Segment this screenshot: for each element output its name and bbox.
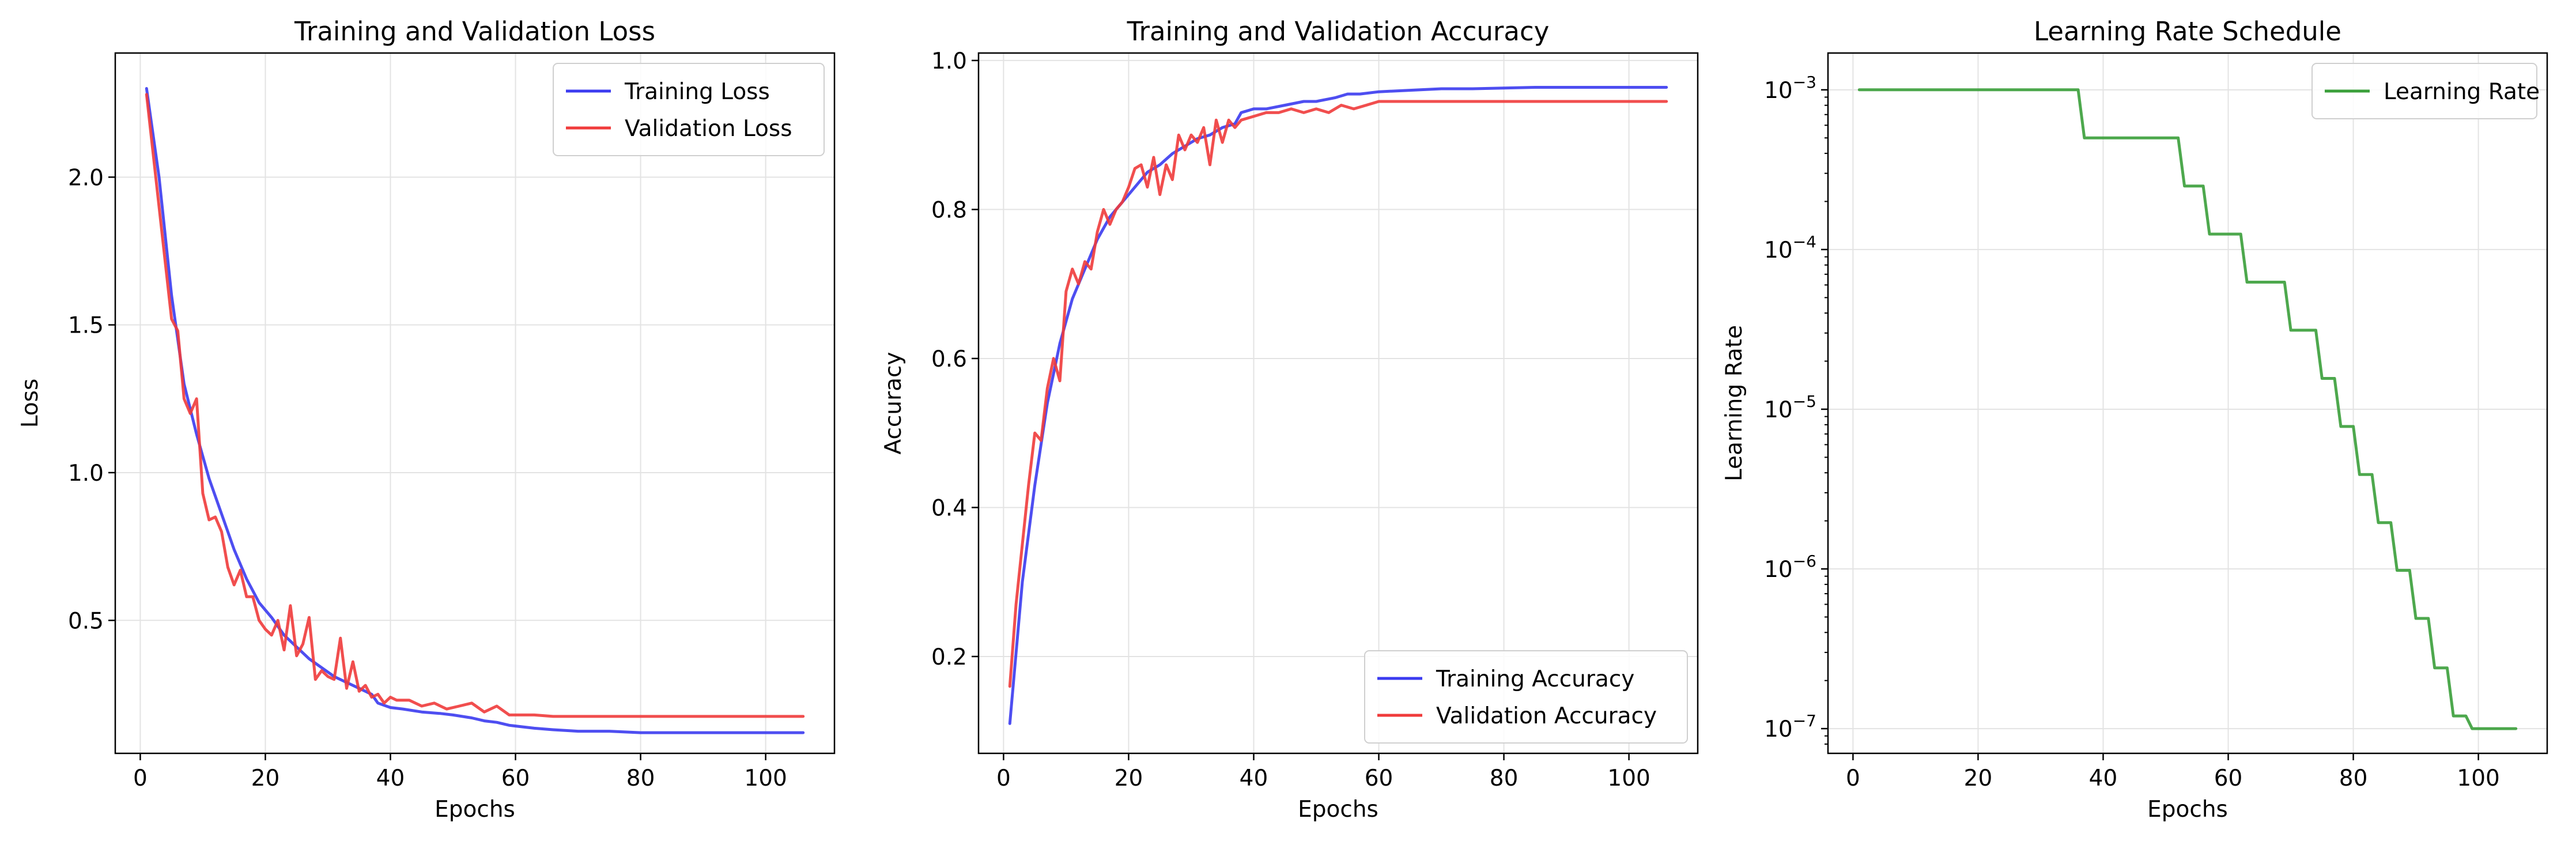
- x-tick-label: 20: [1115, 765, 1143, 791]
- y-tick-label: 10−4: [1764, 232, 1816, 263]
- series-line-2: [1008, 100, 1668, 688]
- x-tick-label: 100: [744, 765, 787, 791]
- chart-panel-3: 0 20 40 60 80 100 10−7 10−6 10−5 10−4 10−3 Learning…: [1721, 16, 2548, 823]
- x-axis-label: Epochs: [435, 797, 515, 823]
- x-tick-label: 0: [1846, 765, 1860, 791]
- y-tick-label: 10−5: [1764, 392, 1816, 423]
- x-tick-label: 60: [2214, 765, 2243, 791]
- y-tick-label: 0.8: [931, 197, 967, 223]
- x-tick-label: 40: [2089, 765, 2118, 791]
- y-axis-label: Accuracy: [881, 352, 906, 454]
- plot-frame: [977, 52, 1699, 755]
- y-tick-label: 1.0: [931, 48, 967, 74]
- chart-panel-1: 0 20 40 60 80 100 0.5 1.0 1.5 2.0 Training and Val…: [17, 16, 836, 823]
- y-tick-label: 2.0: [68, 165, 104, 191]
- y-tick-label: 10−7: [1764, 711, 1816, 742]
- series-line-2: [145, 93, 805, 718]
- y-tick-label: 1.5: [68, 313, 104, 339]
- legend-label-2: Validation Loss: [625, 116, 792, 142]
- chart-title: Training and Validation Loss: [294, 16, 655, 47]
- x-tick-label: 60: [1365, 765, 1393, 791]
- chart-title: Learning Rate Schedule: [2034, 16, 2341, 47]
- legend-label-1: Training Loss: [624, 79, 770, 105]
- x-tick-label: 80: [2339, 765, 2368, 791]
- x-tick-label: 80: [1490, 765, 1519, 791]
- x-tick-label: 40: [376, 765, 405, 791]
- legend-box: [1364, 650, 1688, 744]
- legend-box: [553, 63, 825, 156]
- x-axis-label: Epochs: [2147, 797, 2228, 823]
- legend-label-1: Learning Rate: [2384, 79, 2540, 105]
- series-line-1: [1008, 86, 1668, 725]
- y-tick-label: 0.6: [931, 346, 967, 372]
- y-tick-label: 0.2: [931, 644, 967, 670]
- legend-label-2: Validation Accuracy: [1436, 703, 1657, 729]
- x-tick-label: 0: [996, 765, 1011, 791]
- y-axis-label: Learning Rate: [1721, 325, 1747, 481]
- x-tick-label: 60: [501, 765, 530, 791]
- y-tick-label: 0.5: [68, 608, 104, 634]
- y-tick-label: 0.4: [931, 495, 967, 521]
- x-tick-label: 100: [1607, 765, 1650, 791]
- x-axis-label: Epochs: [1298, 797, 1378, 823]
- x-tick-label: 20: [251, 765, 280, 791]
- plot-frame: [114, 52, 836, 755]
- legend-label-1: Training Accuracy: [1436, 666, 1634, 692]
- legend: Learning Rate: [2311, 63, 2540, 119]
- chart-title: Training and Validation Accuracy: [1127, 16, 1550, 47]
- series-line-1: [145, 87, 805, 734]
- legend: Training Loss Validation Loss: [553, 63, 825, 156]
- legend-box: [2311, 63, 2537, 119]
- x-tick-label: 40: [1240, 765, 1268, 791]
- plot-frame: [1827, 52, 2548, 755]
- x-tick-label: 0: [133, 765, 148, 791]
- chart-panel-2: 0 20 40 60 80 100 0.2 0.4 0.6 0.8 1.0 Training and …: [881, 16, 1699, 823]
- y-tick-label: 10−6: [1764, 552, 1816, 583]
- legend: Training Accuracy Validation Accuracy: [1364, 650, 1688, 744]
- y-tick-label: 1.0: [68, 461, 104, 486]
- x-tick-label: 20: [1964, 765, 1993, 791]
- y-tick-label: 10−3: [1764, 73, 1816, 104]
- series-line-1: [1857, 88, 2518, 730]
- x-tick-label: 100: [2457, 765, 2499, 791]
- y-axis-label: Loss: [17, 379, 43, 428]
- x-tick-label: 80: [626, 765, 655, 791]
